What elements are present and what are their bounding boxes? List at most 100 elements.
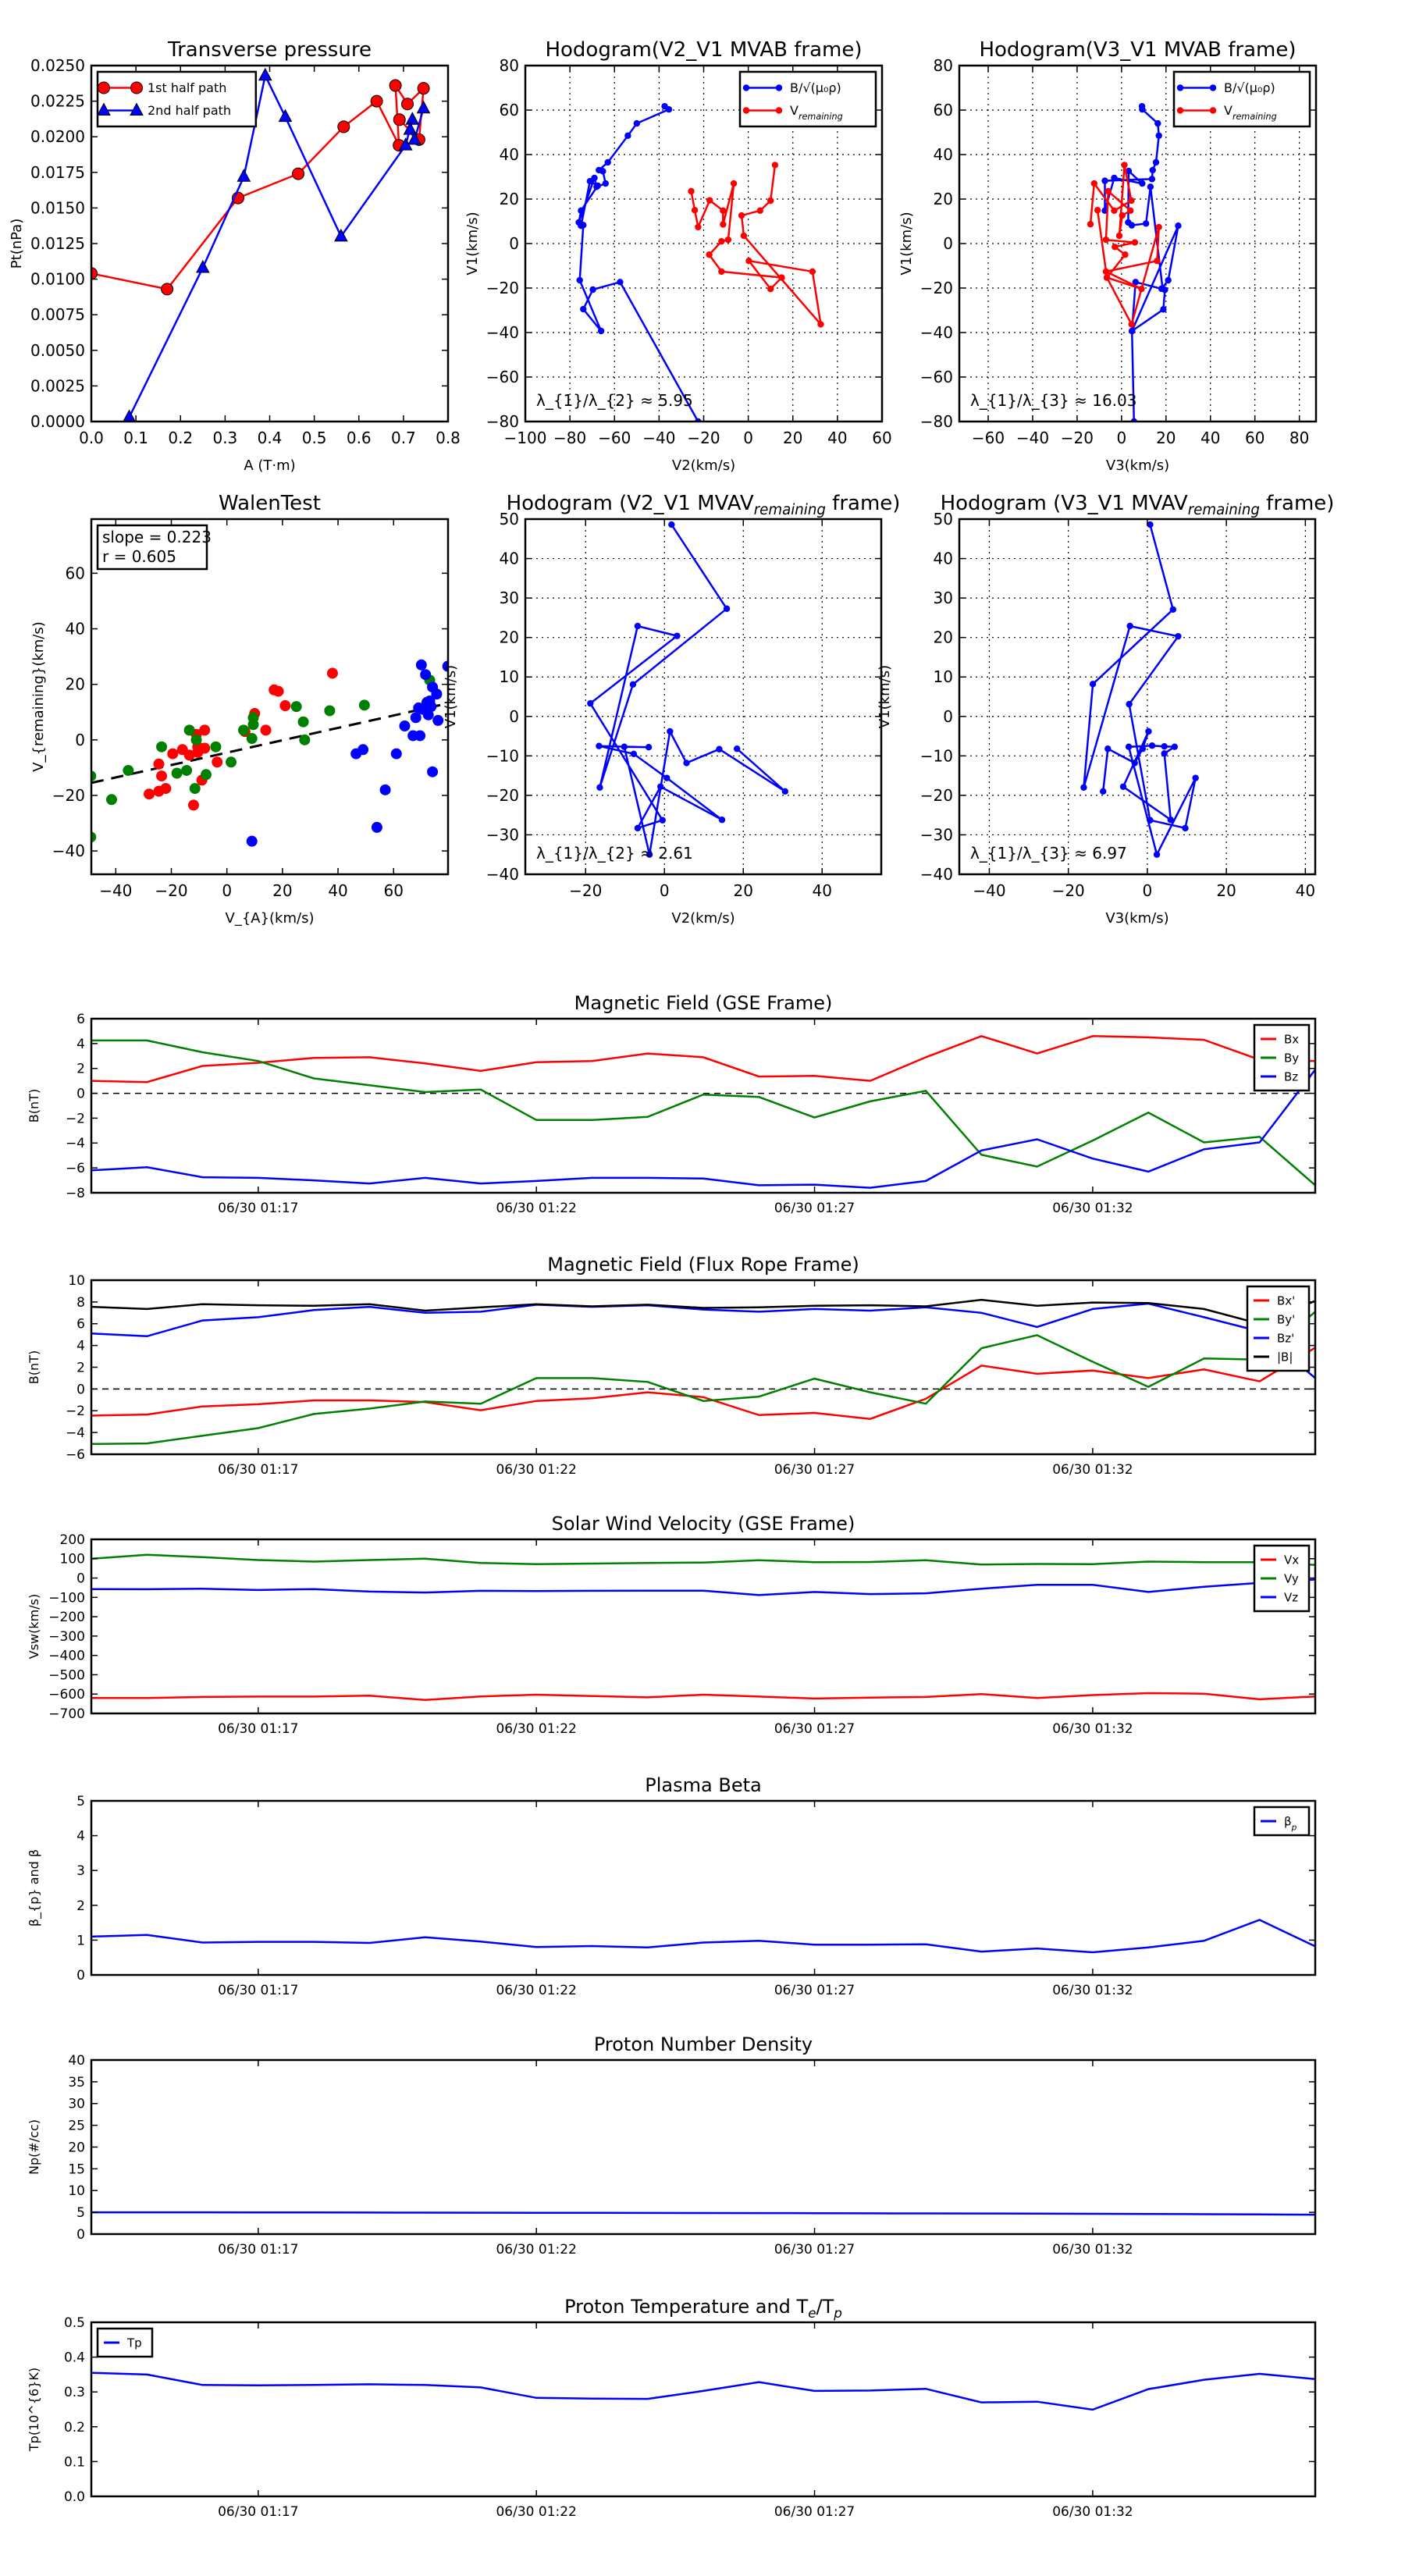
data-point (399, 720, 411, 732)
data-point (160, 783, 172, 795)
y-tick-label: −400 (48, 1649, 85, 1664)
x-tick-label: 0.8 (436, 429, 461, 447)
data-point (1147, 521, 1154, 528)
y-tick-label: 0 (943, 234, 953, 253)
data-point (1125, 743, 1133, 750)
chart-hodogram-v2-v1-mvav-remaining-frame-: −20 0 20 40 −40 −30 −20 −10 0 10 20 30 40 50Hodogram … (443, 492, 900, 927)
x-tick-label: 06/30 01:17 (218, 1462, 298, 1478)
chart-title: Solar Wind Velocity (GSE Frame) (552, 1513, 855, 1535)
data-point (604, 158, 611, 166)
data-point (190, 734, 202, 745)
data-point (427, 766, 439, 777)
data-point (199, 724, 211, 736)
data-point (576, 276, 583, 284)
data-point-circle (370, 94, 383, 108)
x-axis-label: V2(km/s) (672, 457, 735, 474)
y-tick-label: 30 (68, 2097, 85, 2112)
y-tick-label: 0.4 (64, 2350, 85, 2366)
legend-box (738, 70, 877, 128)
y-tick-label: −300 (48, 1629, 85, 1645)
y-tick-label: 20 (500, 628, 519, 647)
data-point (379, 784, 391, 795)
y-tick-label: −30 (920, 825, 953, 844)
axes-frame (90, 1017, 1317, 1194)
data-point (817, 321, 824, 328)
data-point (730, 180, 738, 187)
y-tick-label: −8 (66, 1186, 85, 1201)
series-line (91, 1069, 1315, 1189)
y-tick-label: 10 (68, 2183, 85, 2199)
legend-label: Bz (1284, 1069, 1298, 1083)
text-run: V (1224, 103, 1232, 118)
y-tick-label: 0.0100 (30, 270, 85, 289)
legend-label: Vy (1284, 1571, 1299, 1585)
x-tick-label: 06/30 01:22 (496, 2242, 576, 2258)
x-tick-label: 06/30 01:17 (218, 1721, 298, 1737)
chart-proton-number-density: 06/30 01:17 06/30 01:22 06/30 01:27 06/30 0… (27, 2033, 1317, 2258)
series-1 (91, 1039, 1315, 1187)
y-tick-label: −200 (48, 1610, 85, 1625)
y-tick-label: 4 (76, 1339, 85, 1354)
data-point (1161, 743, 1168, 750)
y-tick-label: −40 (920, 323, 953, 342)
x-tick-label: 0.6 (347, 429, 372, 447)
x-tick-label: 0 (1116, 429, 1126, 447)
data-point (425, 701, 437, 713)
legend-label: By' (1277, 1312, 1295, 1326)
data-point (212, 756, 223, 768)
y-tick-label: 15 (68, 2161, 85, 2177)
data-point (724, 236, 732, 244)
y-tick-label: −2 (66, 1111, 85, 1126)
series-line (91, 2371, 1315, 2411)
data-point (723, 605, 731, 612)
x-tick-label: 06/30 01:27 (774, 1201, 855, 1216)
data-point (167, 748, 179, 760)
data-point (720, 221, 727, 228)
y-tick-label: 20 (66, 675, 85, 694)
legend: Bx By Bz (1253, 1023, 1311, 1092)
x-tick-label: 40 (813, 881, 832, 900)
y-tick-label: −4 (66, 1425, 85, 1441)
y-tick-label: 10 (934, 667, 953, 686)
y-tick-label: 35 (68, 2075, 85, 2090)
y-tick-label: −40 (486, 323, 519, 342)
data-point (634, 824, 642, 832)
legend-label: Vremaining​ (1224, 103, 1277, 122)
series-line (91, 81, 425, 290)
y-tick-label: 0 (943, 707, 953, 726)
y-tick-label: 0.0075 (30, 305, 85, 324)
data-point (246, 835, 258, 847)
y-tick-label: 40 (500, 550, 519, 568)
data-point (420, 669, 432, 681)
data-point (181, 764, 193, 776)
x-tick-label: −100 (504, 429, 547, 447)
data-point (767, 197, 774, 205)
data-point-triangle (237, 169, 251, 182)
script-text: p (833, 2305, 842, 2321)
legend-label: By (1284, 1051, 1299, 1065)
data-point (781, 788, 788, 795)
eigenvalue-ratio-label: λ_{1}/λ_{3} ≈ 16.03 (970, 391, 1137, 410)
x-tick-label: 06/30 01:32 (1052, 2504, 1133, 2520)
series-line (91, 1298, 1315, 1325)
data-point (1102, 236, 1110, 244)
data-point (1171, 743, 1179, 750)
data-point (238, 724, 250, 736)
y-tick-label: 0 (76, 1382, 85, 1397)
y-tick-label: −20 (486, 279, 519, 297)
data-point (767, 285, 774, 293)
text-run: Hodogram (V2_V1 MVAV (507, 492, 754, 515)
y-tick-label: −80 (920, 412, 953, 431)
y-tick-label: 0.0250 (30, 56, 85, 75)
script-text: p (1291, 1823, 1297, 1832)
data-point (596, 784, 603, 791)
y-tick-label: 0.0225 (30, 92, 85, 111)
data-point (742, 107, 750, 114)
y-tick-label: 0 (76, 1087, 85, 1102)
y-tick-label: 0 (76, 1571, 85, 1587)
x-tick-label: 06/30 01:22 (496, 1983, 576, 1998)
legend: Tp (96, 2327, 154, 2358)
x-tick-label: −20 (155, 881, 187, 900)
data-point-circle (389, 79, 402, 92)
y-axis-label: V1(km/s) (464, 212, 481, 275)
